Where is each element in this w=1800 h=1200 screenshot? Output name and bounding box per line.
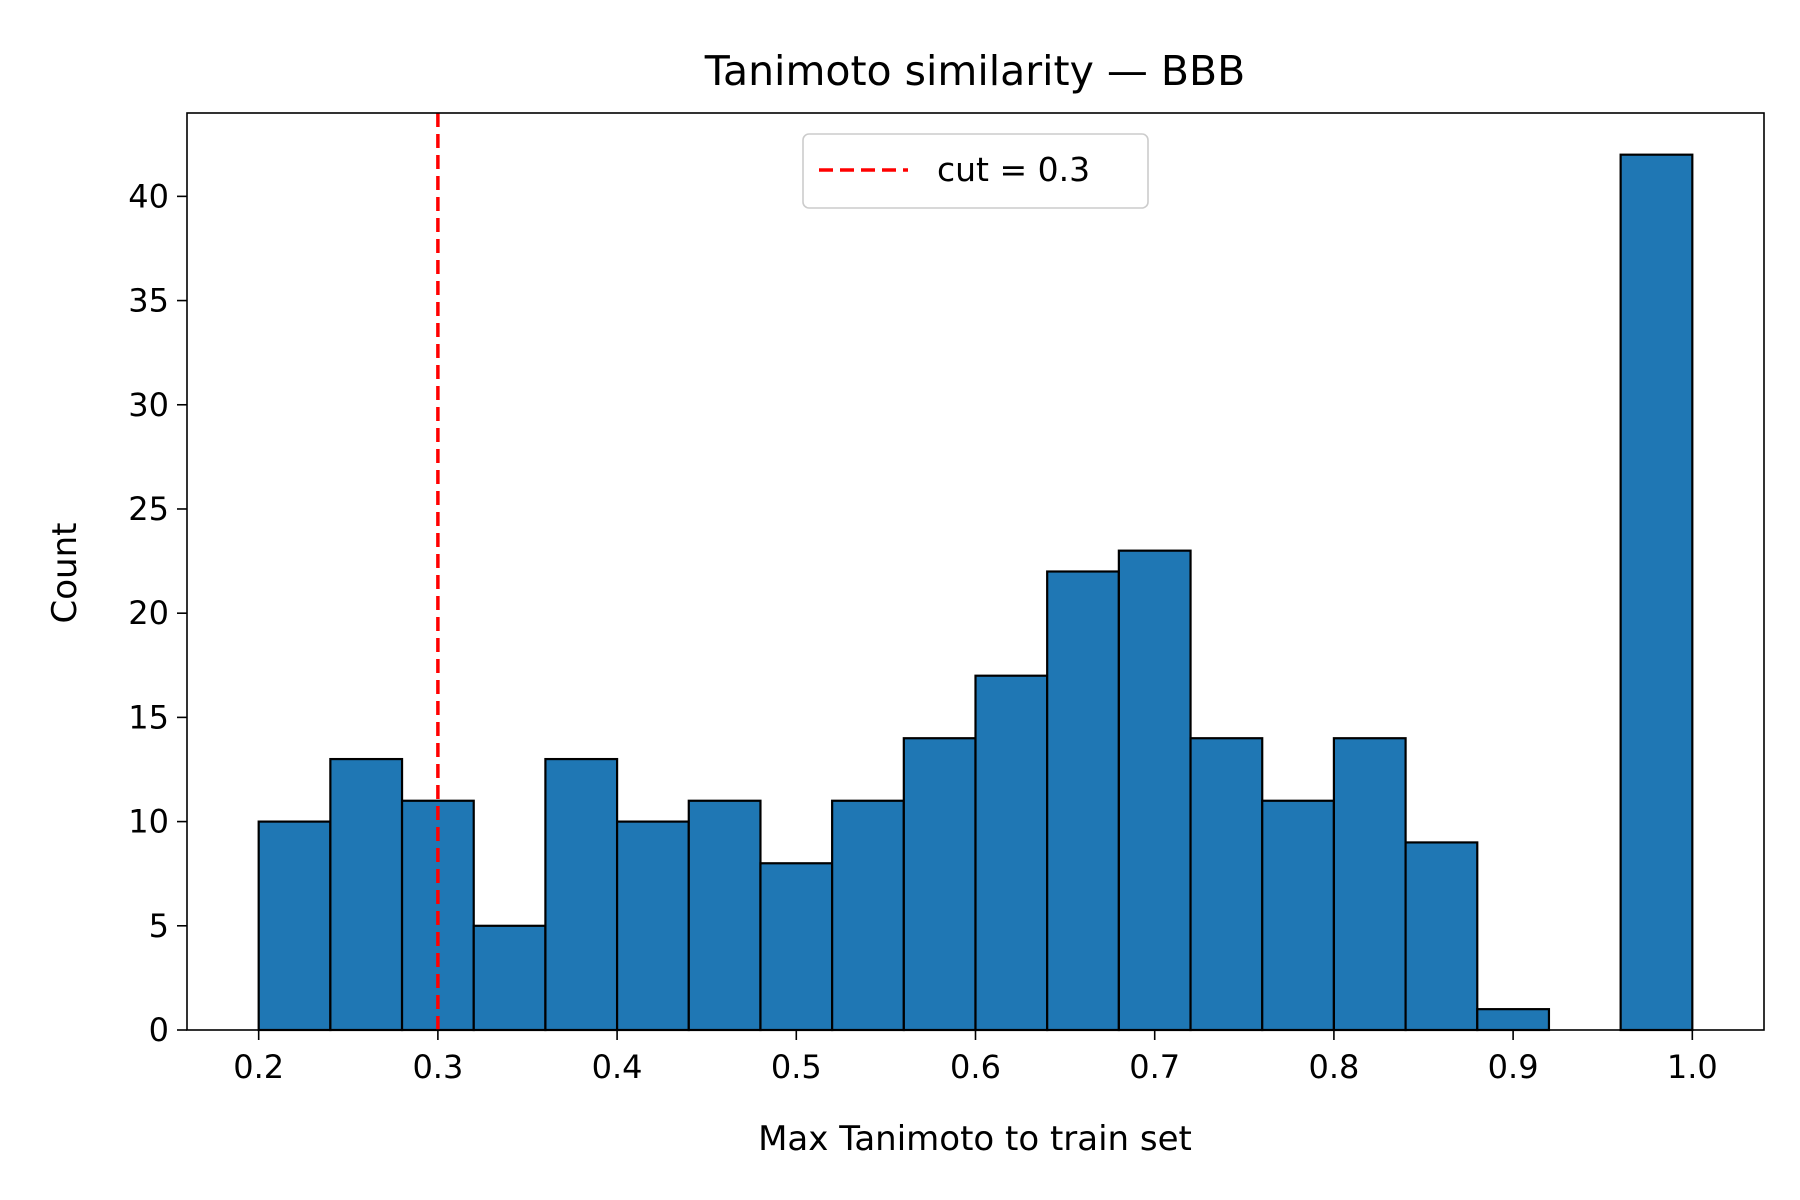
legend: cut = 0.3 (802, 133, 1149, 209)
x-tick-label: 1.0 (1667, 1048, 1718, 1086)
x-axis-ticks: 0.2 0.3 0.4 0.5 0.6 0.7 0.8 0.9 1.0 (233, 1030, 1718, 1086)
y-tick-label: 30 (128, 386, 169, 424)
y-axis-label: Count (45, 523, 85, 624)
histogram-bar (1261, 799, 1336, 1032)
histogram-bar (1332, 737, 1407, 1032)
y-axis-ticks: 0 5 10 15 20 25 30 35 40 (128, 177, 187, 1049)
legend-box (802, 133, 1149, 209)
y-tick-label: 35 (128, 282, 169, 320)
histogram-bar (1404, 841, 1479, 1032)
histogram-bar (831, 799, 905, 1032)
histogram-bar (974, 674, 1049, 1032)
x-tick-label: 0.3 (412, 1048, 463, 1086)
histogram-bar (329, 757, 404, 1032)
histogram-bar (1476, 1008, 1551, 1032)
y-tick-label: 10 (128, 803, 169, 841)
y-tick-label: 15 (128, 698, 169, 736)
x-tick-label: 0.8 (1308, 1048, 1359, 1086)
chart-title: Tanimoto similarity — BBB (704, 47, 1246, 95)
y-tick-label: 20 (128, 594, 169, 632)
x-tick-label: 0.9 (1488, 1048, 1539, 1086)
x-tick-label: 0.7 (1129, 1048, 1180, 1086)
x-axis-label: Max Tanimoto to train set (758, 1119, 1192, 1159)
histogram-bar (902, 737, 977, 1032)
histogram-bar (1189, 737, 1264, 1032)
y-tick-label: 5 (149, 907, 169, 945)
y-tick-label: 25 (128, 490, 169, 528)
legend-cut-line-label: cut = 0.3 (937, 150, 1090, 189)
bars-group (257, 153, 1694, 1032)
histogram-bar (472, 924, 547, 1032)
histogram-bar (544, 757, 619, 1032)
histogram-bar (1046, 570, 1120, 1032)
x-tick-label: 0.2 (233, 1048, 284, 1086)
histogram-bar (759, 862, 834, 1032)
histogram-bar (1117, 549, 1192, 1032)
y-tick-label: 0 (149, 1011, 169, 1049)
histogram-bar (615, 820, 690, 1032)
x-tick-label: 0.5 (771, 1048, 822, 1086)
histogram-bar (257, 820, 332, 1032)
x-tick-label: 0.4 (592, 1048, 643, 1086)
y-tick-label: 40 (128, 177, 169, 215)
histogram-bar (1619, 153, 1694, 1032)
x-tick-label: 0.6 (950, 1048, 1001, 1086)
histogram-bar (687, 799, 762, 1032)
